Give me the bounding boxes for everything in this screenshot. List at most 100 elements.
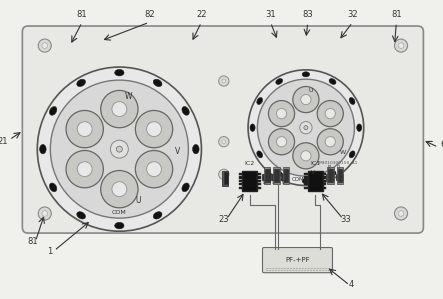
Text: V: V: [175, 147, 180, 156]
Ellipse shape: [115, 69, 124, 76]
Bar: [304, 187, 308, 189]
Text: COM: COM: [112, 210, 127, 215]
Ellipse shape: [77, 79, 85, 87]
Ellipse shape: [257, 97, 263, 104]
Text: U: U: [135, 196, 141, 205]
Ellipse shape: [153, 79, 162, 87]
Text: V: V: [311, 170, 315, 175]
Bar: [336, 174, 343, 180]
Circle shape: [77, 162, 92, 177]
Text: IC1: IC1: [310, 161, 320, 166]
Ellipse shape: [302, 179, 310, 184]
Circle shape: [293, 143, 319, 169]
Ellipse shape: [77, 212, 85, 219]
Bar: [304, 183, 308, 185]
Bar: [274, 169, 279, 182]
Circle shape: [136, 110, 173, 148]
Text: 81: 81: [391, 10, 402, 19]
Bar: [304, 176, 308, 179]
Circle shape: [276, 109, 287, 119]
Ellipse shape: [193, 144, 199, 154]
Text: C4: C4: [273, 177, 277, 183]
Ellipse shape: [50, 183, 57, 192]
Bar: [337, 167, 343, 184]
Text: 1: 1: [47, 247, 52, 256]
Bar: [239, 180, 242, 182]
Bar: [308, 171, 323, 191]
Circle shape: [37, 67, 202, 231]
Circle shape: [219, 169, 229, 179]
Circle shape: [38, 207, 51, 220]
Circle shape: [325, 109, 335, 119]
Circle shape: [276, 137, 287, 147]
Text: 33: 33: [341, 215, 351, 224]
Bar: [323, 176, 326, 179]
FancyBboxPatch shape: [263, 248, 333, 273]
Text: C1: C1: [283, 177, 287, 183]
Ellipse shape: [50, 106, 57, 115]
Bar: [262, 174, 269, 180]
Ellipse shape: [329, 171, 336, 177]
Circle shape: [317, 100, 343, 127]
Bar: [239, 176, 242, 179]
Text: 31: 31: [265, 10, 276, 19]
Bar: [257, 173, 261, 175]
Bar: [239, 183, 242, 185]
Bar: [239, 187, 242, 189]
Text: W: W: [125, 92, 132, 101]
Circle shape: [398, 43, 404, 48]
Circle shape: [257, 79, 354, 176]
Text: M3010300150_A1: M3010300150_A1: [319, 160, 358, 164]
Circle shape: [293, 86, 319, 113]
Circle shape: [300, 121, 312, 134]
Text: PF-+PF: PF-+PF: [285, 257, 310, 263]
Circle shape: [301, 151, 311, 161]
Ellipse shape: [182, 183, 189, 192]
Circle shape: [268, 100, 295, 127]
Bar: [323, 180, 326, 182]
Circle shape: [317, 129, 343, 155]
Circle shape: [325, 137, 335, 147]
Bar: [304, 173, 308, 175]
Circle shape: [395, 207, 408, 220]
Ellipse shape: [357, 124, 362, 132]
Ellipse shape: [349, 97, 355, 104]
Bar: [281, 174, 288, 180]
Text: 82: 82: [144, 10, 155, 19]
Circle shape: [136, 150, 173, 188]
Bar: [257, 180, 261, 182]
Text: 6: 6: [440, 140, 443, 149]
Circle shape: [222, 140, 225, 144]
Bar: [266, 268, 329, 270]
Bar: [239, 173, 242, 175]
Bar: [264, 167, 271, 184]
Text: 23: 23: [218, 215, 229, 224]
Text: C3: C3: [338, 162, 342, 168]
Bar: [323, 173, 326, 175]
Bar: [272, 174, 279, 180]
Bar: [327, 167, 334, 184]
Ellipse shape: [250, 124, 255, 132]
Bar: [222, 171, 228, 185]
Text: U: U: [308, 88, 313, 93]
Bar: [257, 187, 261, 189]
Ellipse shape: [153, 212, 162, 219]
Bar: [257, 183, 261, 185]
Bar: [323, 187, 326, 189]
Bar: [328, 169, 333, 182]
Circle shape: [304, 126, 308, 130]
Circle shape: [398, 211, 404, 216]
Text: IC2: IC2: [245, 161, 255, 166]
Bar: [265, 169, 269, 182]
Ellipse shape: [182, 106, 189, 115]
Bar: [284, 169, 288, 182]
Bar: [323, 183, 326, 185]
Circle shape: [42, 43, 47, 48]
Ellipse shape: [115, 222, 124, 229]
Circle shape: [101, 91, 138, 128]
Text: 32: 32: [347, 10, 358, 19]
Bar: [273, 167, 280, 184]
Ellipse shape: [349, 151, 355, 158]
Ellipse shape: [329, 79, 336, 84]
Circle shape: [268, 129, 295, 155]
